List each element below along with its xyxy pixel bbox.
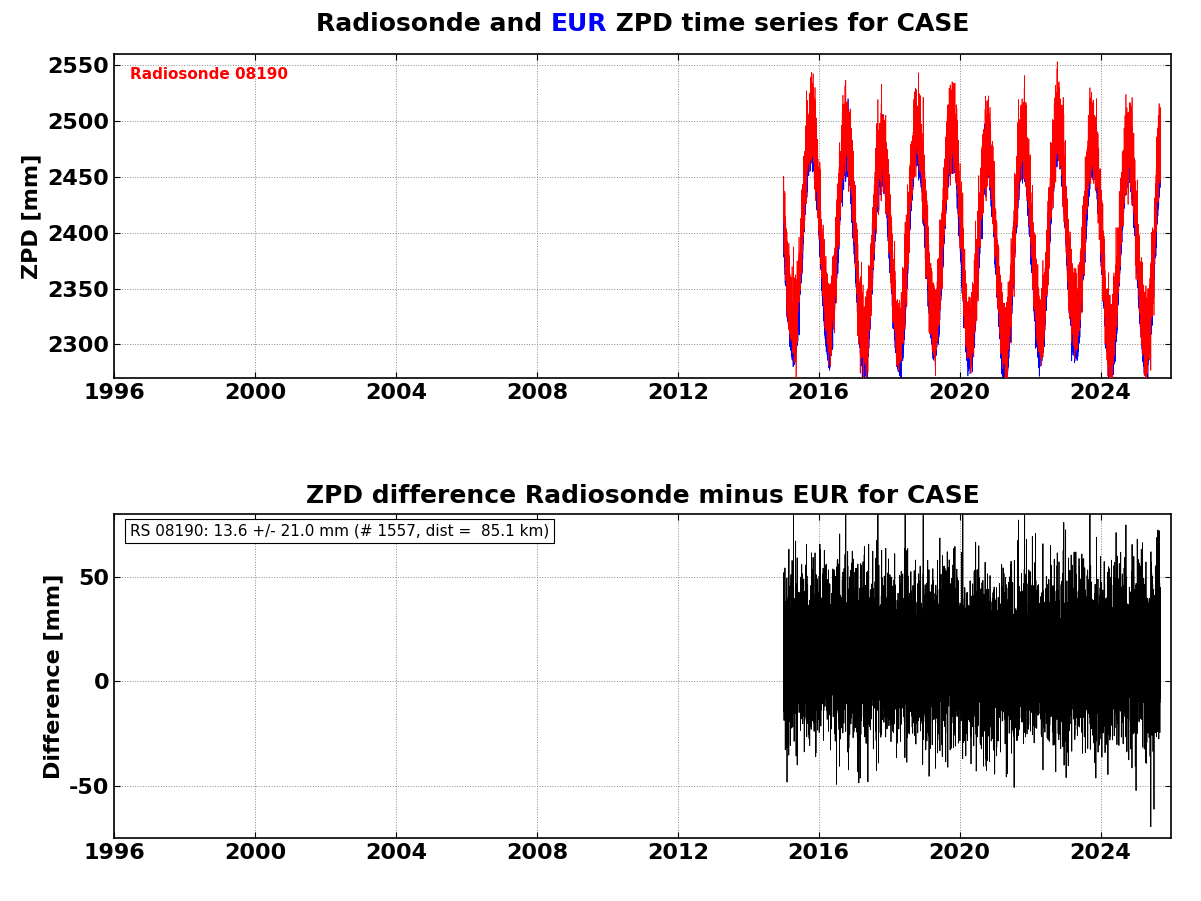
Text: Radiosonde and: Radiosonde and (316, 13, 550, 36)
Y-axis label: ZPD [mm]: ZPD [mm] (22, 153, 42, 278)
Title: ZPD difference Radiosonde minus EUR for CASE: ZPD difference Radiosonde minus EUR for … (306, 484, 979, 508)
Text: RS 08190: 13.6 +/- 21.0 mm (# 1557, dist =  85.1 km): RS 08190: 13.6 +/- 21.0 mm (# 1557, dist… (130, 523, 549, 539)
Text: EUR: EUR (550, 13, 607, 36)
Y-axis label: Difference [mm]: Difference [mm] (43, 573, 64, 778)
Text: Radiosonde 08190: Radiosonde 08190 (130, 67, 288, 82)
Text: ZPD time series for CASE: ZPD time series for CASE (607, 13, 969, 36)
